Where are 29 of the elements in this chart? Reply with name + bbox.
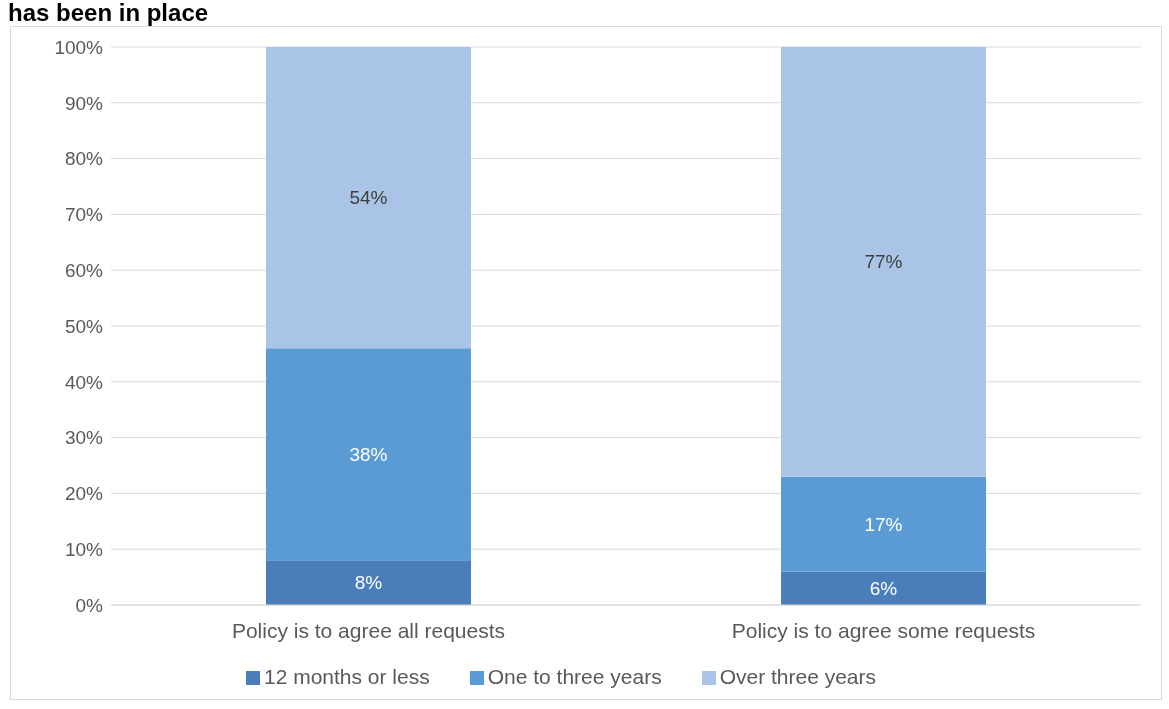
bar	[266, 47, 471, 349]
x-tick-label: Policy is to agree some requests	[731, 618, 1036, 642]
chart-title: has been in place	[8, 0, 210, 26]
bar	[781, 476, 986, 572]
y-tick-label: 10%	[64, 538, 104, 560]
bar	[781, 571, 986, 605]
y-tick-label: 60%	[64, 259, 104, 281]
x-tick-label: Policy is to agree all requests	[231, 618, 506, 642]
data-label: 38%	[349, 443, 388, 465]
data-label: 54%	[349, 187, 388, 209]
legend-label: Over three years	[719, 665, 877, 688]
y-tick-label: 80%	[64, 148, 104, 170]
bar	[266, 560, 471, 605]
data-label: 8%	[354, 572, 383, 594]
legend-label: 12 months or less	[263, 665, 430, 688]
y-tick-label: 50%	[64, 315, 104, 337]
y-tick-label: 0%	[75, 594, 104, 616]
legend-label: One to three years	[487, 665, 662, 688]
data-label: 17%	[864, 513, 903, 535]
bar	[266, 348, 471, 561]
data-label: 77%	[864, 251, 903, 273]
y-tick-label: 90%	[64, 92, 104, 114]
y-tick-label: 70%	[64, 204, 104, 226]
data-label: 6%	[869, 577, 898, 599]
y-tick-label: 100%	[54, 36, 104, 58]
y-tick-label: 30%	[64, 427, 104, 449]
y-tick-label: 20%	[64, 483, 104, 505]
bar	[781, 47, 986, 477]
y-tick-label: 40%	[64, 371, 104, 393]
